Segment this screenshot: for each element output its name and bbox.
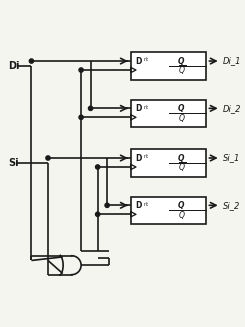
Circle shape xyxy=(79,115,83,119)
Text: $\overline{Q}$: $\overline{Q}$ xyxy=(178,112,186,125)
Circle shape xyxy=(96,165,100,169)
Circle shape xyxy=(79,68,83,72)
Text: D: D xyxy=(135,201,142,210)
Text: Di_2: Di_2 xyxy=(223,104,242,113)
Text: nt: nt xyxy=(144,202,149,207)
Text: $\overline{Q}$: $\overline{Q}$ xyxy=(178,64,186,77)
Text: Q: Q xyxy=(178,201,184,210)
Text: $\overline{Q}$: $\overline{Q}$ xyxy=(178,209,186,222)
Text: Si: Si xyxy=(8,158,18,168)
Circle shape xyxy=(29,59,34,63)
Circle shape xyxy=(96,212,100,216)
Text: Di: Di xyxy=(8,61,19,71)
Bar xyxy=(131,197,207,224)
Text: nt: nt xyxy=(144,105,149,110)
Text: Q: Q xyxy=(178,104,184,113)
Text: Si_1: Si_1 xyxy=(223,153,240,163)
Bar xyxy=(131,100,207,127)
Circle shape xyxy=(46,156,50,160)
Text: D: D xyxy=(135,57,142,65)
Text: Q: Q xyxy=(178,153,184,163)
Text: nt: nt xyxy=(144,154,149,160)
Circle shape xyxy=(105,203,109,207)
Text: nt: nt xyxy=(144,58,149,62)
Circle shape xyxy=(88,106,93,111)
Bar xyxy=(131,149,207,177)
Text: D: D xyxy=(135,153,142,163)
Text: Si_2: Si_2 xyxy=(223,201,240,210)
Text: Di_1: Di_1 xyxy=(223,57,242,65)
Text: D: D xyxy=(135,104,142,113)
Text: Q: Q xyxy=(178,57,184,65)
Text: $\overline{Q}$: $\overline{Q}$ xyxy=(178,161,186,174)
Bar xyxy=(131,52,207,79)
